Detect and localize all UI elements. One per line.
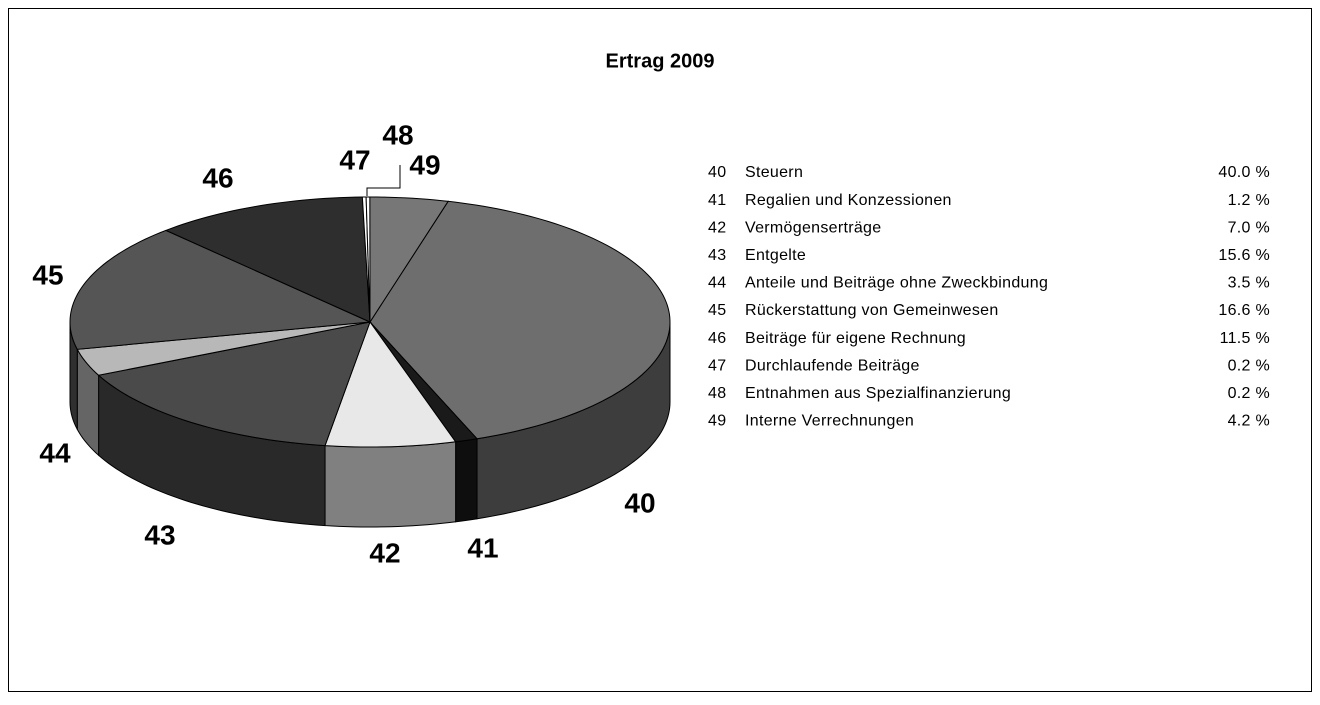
legend-code: 44 — [708, 275, 726, 292]
slice-label: 40 — [624, 487, 655, 518]
legend-label: Vermögenserträge — [745, 219, 881, 236]
legend-code: 45 — [708, 302, 726, 319]
slice-label: 48 — [382, 119, 413, 150]
slice — [76, 321, 371, 376]
legend-label: Regalien und Konzessionen — [745, 192, 952, 209]
slice-label: 44 — [39, 437, 71, 468]
legend-code: 46 — [708, 330, 726, 347]
legend-label: Entnahmen aus Spezialfinanzierung — [745, 385, 1011, 402]
legend-value: 1.2 % — [1228, 192, 1270, 209]
slice-label: 42 — [369, 537, 400, 568]
legend-label: Steuern — [745, 164, 803, 181]
slice-side — [455, 438, 478, 523]
legend-code: 47 — [708, 357, 726, 374]
legend-code: 48 — [708, 385, 726, 402]
slice — [164, 196, 371, 323]
legend-label: Interne Verrechnungen — [745, 413, 914, 430]
slice-label: 43 — [144, 519, 175, 550]
legend-label: Rückerstattung von Gemeinwesen — [745, 302, 999, 319]
slice-label: 47 — [339, 144, 370, 175]
slice-label: 46 — [202, 162, 233, 193]
legend-code: 41 — [708, 192, 726, 209]
chart-title: Ertrag 2009 — [606, 50, 715, 72]
legend-label: Durchlaufende Beiträge — [745, 357, 920, 374]
legend-code: 43 — [708, 247, 726, 264]
slice — [369, 196, 450, 324]
leader-line — [366, 165, 401, 196]
legend-value: 15.6 % — [1218, 247, 1270, 264]
slice — [69, 229, 372, 350]
slice — [369, 200, 671, 440]
legend-label: Beiträge für eigene Rechnung — [745, 330, 966, 347]
legend-value: 11.5 % — [1220, 330, 1270, 347]
slice-label: 41 — [467, 532, 498, 563]
legend-value: 4.2 % — [1228, 413, 1270, 430]
slice — [97, 321, 371, 447]
legend-value: 0.2 % — [1228, 357, 1270, 374]
legend-value: 40.0 % — [1218, 164, 1270, 181]
legend-code: 42 — [708, 219, 726, 236]
legend-code: 40 — [708, 164, 726, 181]
legend-value: 7.0 % — [1228, 219, 1270, 236]
legend-label: Anteile und Beiträge ohne Zweckbindung — [745, 275, 1048, 292]
legend-label: Entgelte — [745, 247, 806, 264]
legend-value: 3.5 % — [1228, 275, 1270, 292]
legend-value: 16.6 % — [1218, 302, 1270, 319]
slice-label: 49 — [409, 149, 440, 180]
legend-value: 0.2 % — [1228, 385, 1270, 402]
slice-label: 45 — [32, 259, 63, 290]
legend-code: 49 — [708, 413, 726, 430]
slice — [324, 320, 457, 448]
slice-side — [324, 441, 457, 528]
